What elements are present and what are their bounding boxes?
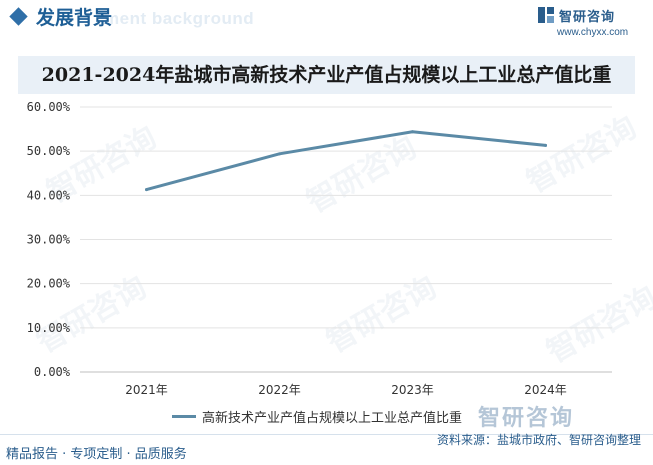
legend-brand-watermark: 智研咨询: [478, 406, 575, 431]
x-tick-label: 2021年: [125, 383, 168, 397]
brand-logo: 智研咨询 www.chyxx.com: [537, 6, 637, 40]
logo-mark-icon: [538, 7, 554, 23]
y-tick-label: 50.00%: [27, 144, 71, 158]
legend-label: 高新技术产业产值占规模以上工业总产值比重: [202, 411, 463, 426]
section-subtitle-en: ment background: [104, 9, 255, 28]
y-tick-label: 0.00%: [34, 365, 71, 379]
y-tick-label: 60.00%: [27, 100, 71, 114]
logo-name: 智研咨询: [559, 10, 616, 25]
footer-tagline: 精品报告 · 专项定制 · 品质服务: [6, 447, 187, 462]
data-point: [544, 143, 547, 147]
chart-title: 2021-2024年盐城市高新技术产业产值占规模以上工业总产值比重: [41, 64, 612, 86]
x-tick-label: 2023年: [391, 383, 434, 397]
y-tick-label: 20.00%: [27, 277, 71, 291]
legend-line-swatch: [172, 415, 196, 418]
page-header: ment background 发展背景 智研咨询 www.chyxx.com: [0, 0, 653, 40]
y-tick-label: 10.00%: [27, 321, 71, 335]
series-line: [145, 130, 547, 192]
x-tick-label: 2024年: [524, 383, 567, 397]
data-point: [411, 130, 414, 134]
logo-url: www.chyxx.com: [557, 27, 629, 38]
source-note: 资料来源：盐城市政府、智研咨询整理: [436, 433, 641, 447]
y-tick-label: 40.00%: [27, 188, 71, 202]
data-point: [145, 188, 148, 192]
x-tick-label: 2022年: [258, 383, 301, 397]
chart-title-band: 2021-2024年盐城市高新技术产业产值占规模以上工业总产值比重: [18, 56, 635, 94]
footer-divider: [0, 434, 653, 435]
section-title: 发展背景: [36, 7, 113, 29]
y-tick-label: 30.00%: [27, 233, 71, 247]
data-point: [278, 152, 281, 156]
